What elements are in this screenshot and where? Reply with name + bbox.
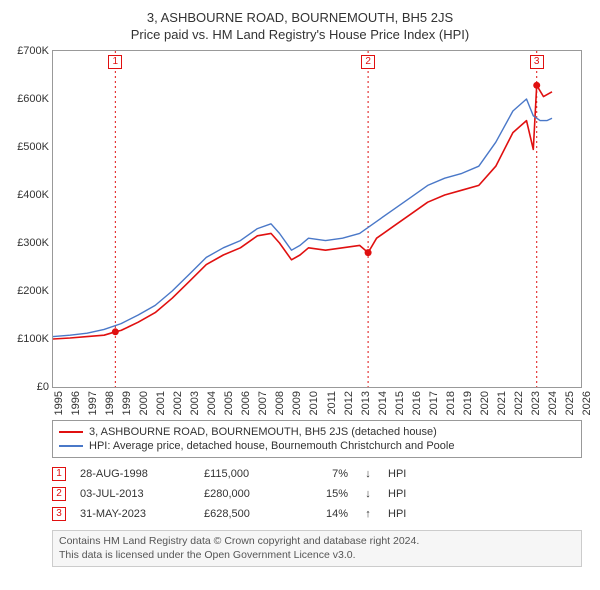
chart-title-line2: Price paid vs. HM Land Registry's House …: [10, 27, 590, 42]
sale-marker-3: 3: [530, 55, 544, 69]
sales-table: 1 28-AUG-1998 £115,000 7% ↓ HPI 2 03-JUL-2013 £2…: [52, 464, 582, 524]
container: 3, ASHBOURNE ROAD, BOURNEMOUTH, BH5 2JS …: [0, 0, 600, 590]
footer-line1: Contains HM Land Registry data © Crown c…: [59, 535, 575, 549]
arrow-icon: ↑: [362, 508, 374, 520]
legend: 3, ASHBOURNE ROAD, BOURNEMOUTH, BH5 2JS …: [52, 420, 582, 458]
sale-date: 03-JUL-2013: [80, 488, 190, 500]
sale-hpi-label: HPI: [388, 508, 406, 520]
sale-price: £115,000: [204, 468, 294, 480]
sale-price: £628,500: [204, 508, 294, 520]
legend-label: 3, ASHBOURNE ROAD, BOURNEMOUTH, BH5 2JS …: [89, 426, 437, 438]
sale-price: £280,000: [204, 488, 294, 500]
sale-pct: 7%: [308, 468, 348, 480]
sale-marker-icon: 1: [52, 467, 66, 481]
attribution-footer: Contains HM Land Registry data © Crown c…: [52, 530, 582, 567]
arrow-icon: ↓: [362, 488, 374, 500]
sale-marker-icon: 2: [52, 487, 66, 501]
legend-color-swatch: [59, 445, 83, 447]
legend-item: 3, ASHBOURNE ROAD, BOURNEMOUTH, BH5 2JS …: [59, 425, 575, 439]
sale-row: 3 31-MAY-2023 £628,500 14% ↑ HPI: [52, 504, 582, 524]
y-tick-label: £400K: [7, 189, 49, 201]
series-hpi: [53, 99, 552, 337]
chart-title-line1: 3, ASHBOURNE ROAD, BOURNEMOUTH, BH5 2JS: [10, 10, 590, 25]
sale-hpi-label: HPI: [388, 488, 406, 500]
sale-pct: 14%: [308, 508, 348, 520]
sale-marker-icon: 3: [52, 507, 66, 521]
sale-row: 2 03-JUL-2013 £280,000 15% ↓ HPI: [52, 484, 582, 504]
y-tick-label: £200K: [7, 285, 49, 297]
arrow-icon: ↓: [362, 468, 374, 480]
y-tick-label: £0: [7, 381, 49, 393]
sale-pct: 15%: [308, 488, 348, 500]
y-tick-label: £700K: [7, 45, 49, 57]
y-tick-label: £500K: [7, 141, 49, 153]
sale-marker-1: 1: [108, 55, 122, 69]
chart-area: £0£100K£200K£300K£400K£500K£600K£700K199…: [52, 50, 582, 410]
sale-marker-2: 2: [361, 55, 375, 69]
chart-svg: [53, 51, 581, 387]
sale-date: 28-AUG-1998: [80, 468, 190, 480]
legend-item: HPI: Average price, detached house, Bour…: [59, 439, 575, 453]
y-tick-label: £600K: [7, 93, 49, 105]
footer-line2: This data is licensed under the Open Gov…: [59, 549, 575, 563]
sale-hpi-label: HPI: [388, 468, 406, 480]
legend-color-swatch: [59, 431, 83, 433]
legend-label: HPI: Average price, detached house, Bour…: [89, 440, 454, 452]
series-property: [53, 85, 552, 339]
plot-region: £0£100K£200K£300K£400K£500K£600K£700K199…: [52, 50, 582, 388]
sale-date: 31-MAY-2023: [80, 508, 190, 520]
y-tick-label: £300K: [7, 237, 49, 249]
y-tick-label: £100K: [7, 333, 49, 345]
sale-row: 1 28-AUG-1998 £115,000 7% ↓ HPI: [52, 464, 582, 484]
